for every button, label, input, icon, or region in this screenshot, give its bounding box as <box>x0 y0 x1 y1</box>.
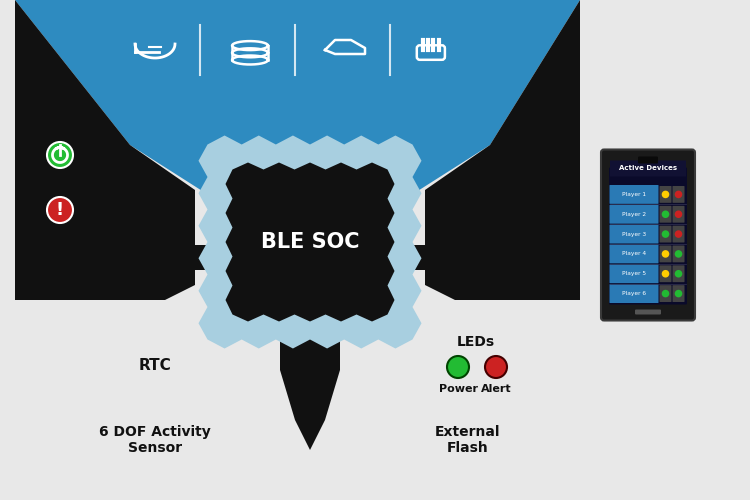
Text: Alert: Alert <box>45 228 75 238</box>
FancyBboxPatch shape <box>610 264 658 283</box>
FancyBboxPatch shape <box>610 284 658 303</box>
Circle shape <box>675 290 682 298</box>
Text: Power: Power <box>439 384 478 394</box>
FancyBboxPatch shape <box>673 266 685 282</box>
Polygon shape <box>290 300 330 322</box>
FancyBboxPatch shape <box>659 226 671 242</box>
Text: Power: Power <box>40 173 80 183</box>
Text: Active Devices: Active Devices <box>619 166 677 172</box>
Circle shape <box>662 190 669 198</box>
Polygon shape <box>195 245 250 270</box>
Circle shape <box>662 270 669 278</box>
FancyBboxPatch shape <box>610 185 658 204</box>
Text: Player 1: Player 1 <box>622 192 646 197</box>
Polygon shape <box>199 136 422 348</box>
Circle shape <box>675 210 682 218</box>
FancyBboxPatch shape <box>635 310 661 314</box>
Polygon shape <box>425 0 580 300</box>
Text: Player 6: Player 6 <box>622 291 646 296</box>
Circle shape <box>675 190 682 198</box>
Polygon shape <box>15 0 195 300</box>
Text: LEDs: LEDs <box>457 335 495 349</box>
Text: Player 5: Player 5 <box>622 271 646 276</box>
FancyBboxPatch shape <box>659 285 671 302</box>
FancyBboxPatch shape <box>610 224 658 244</box>
Text: Player 2: Player 2 <box>622 212 646 217</box>
FancyBboxPatch shape <box>673 206 685 222</box>
Circle shape <box>47 142 73 168</box>
FancyBboxPatch shape <box>638 156 658 164</box>
FancyBboxPatch shape <box>610 205 658 224</box>
Text: Alert: Alert <box>481 384 512 394</box>
Text: Player 3: Player 3 <box>622 232 646 236</box>
Circle shape <box>675 230 682 238</box>
FancyBboxPatch shape <box>659 186 671 203</box>
Circle shape <box>485 356 507 378</box>
FancyBboxPatch shape <box>673 246 685 262</box>
FancyBboxPatch shape <box>659 246 671 262</box>
Circle shape <box>47 197 73 223</box>
Text: 6 DOF Activity
Sensor: 6 DOF Activity Sensor <box>99 425 211 455</box>
Polygon shape <box>280 300 340 450</box>
FancyBboxPatch shape <box>659 266 671 282</box>
FancyBboxPatch shape <box>659 206 671 222</box>
Circle shape <box>662 230 669 238</box>
Polygon shape <box>15 0 580 215</box>
Text: BLE SOC: BLE SOC <box>261 232 359 252</box>
Text: External
Flash: External Flash <box>435 425 501 455</box>
FancyBboxPatch shape <box>610 244 658 264</box>
FancyBboxPatch shape <box>673 226 685 242</box>
Circle shape <box>675 250 682 258</box>
FancyBboxPatch shape <box>673 186 685 203</box>
FancyBboxPatch shape <box>601 150 695 320</box>
FancyBboxPatch shape <box>673 285 685 302</box>
Circle shape <box>662 290 669 298</box>
FancyBboxPatch shape <box>609 168 687 304</box>
Circle shape <box>447 356 469 378</box>
FancyBboxPatch shape <box>610 160 686 176</box>
Circle shape <box>675 270 682 278</box>
Circle shape <box>662 250 669 258</box>
Circle shape <box>662 210 669 218</box>
Polygon shape <box>226 162 394 322</box>
Text: !: ! <box>56 201 64 219</box>
Text: RTC: RTC <box>139 358 171 372</box>
Polygon shape <box>370 245 425 270</box>
Text: Player 4: Player 4 <box>622 252 646 256</box>
Polygon shape <box>290 165 330 225</box>
